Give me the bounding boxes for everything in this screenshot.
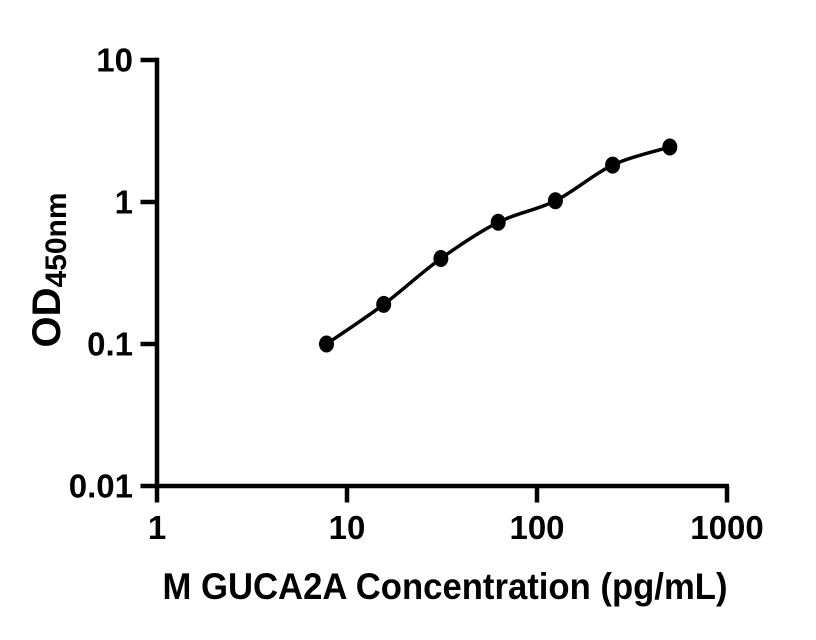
x-axis-title: M GUCA2A Concentration (pg/mL) (163, 566, 728, 607)
y-axis-title-main: OD (25, 288, 69, 348)
y-ticks-group: 10 1 0.1 0.01 (69, 42, 157, 505)
y-axis-title: OD450nm (25, 192, 73, 347)
x-tick-label: 100 (509, 509, 564, 546)
x-tick-label: 1000 (690, 509, 763, 546)
y-axis-title-subscript: 450nm (40, 192, 73, 287)
x-tick-label: 1 (148, 509, 166, 546)
standard-curve-line (325, 145, 671, 346)
data-point-marker (547, 192, 563, 210)
data-points-group (318, 138, 678, 353)
data-point-marker (662, 138, 678, 156)
y-tick-label: 0.01 (69, 468, 133, 505)
data-point-marker (318, 335, 334, 353)
data-point-marker (605, 156, 621, 174)
y-tick-label: 0.1 (87, 326, 133, 363)
y-tick-label: 10 (96, 42, 133, 79)
data-point-marker (433, 250, 449, 268)
x-tick-label: 10 (329, 509, 366, 546)
x-ticks-group: 1 10 100 1000 (148, 486, 764, 546)
y-tick-label: 1 (115, 184, 133, 221)
data-point-marker (490, 213, 506, 231)
data-point-marker (376, 295, 392, 313)
